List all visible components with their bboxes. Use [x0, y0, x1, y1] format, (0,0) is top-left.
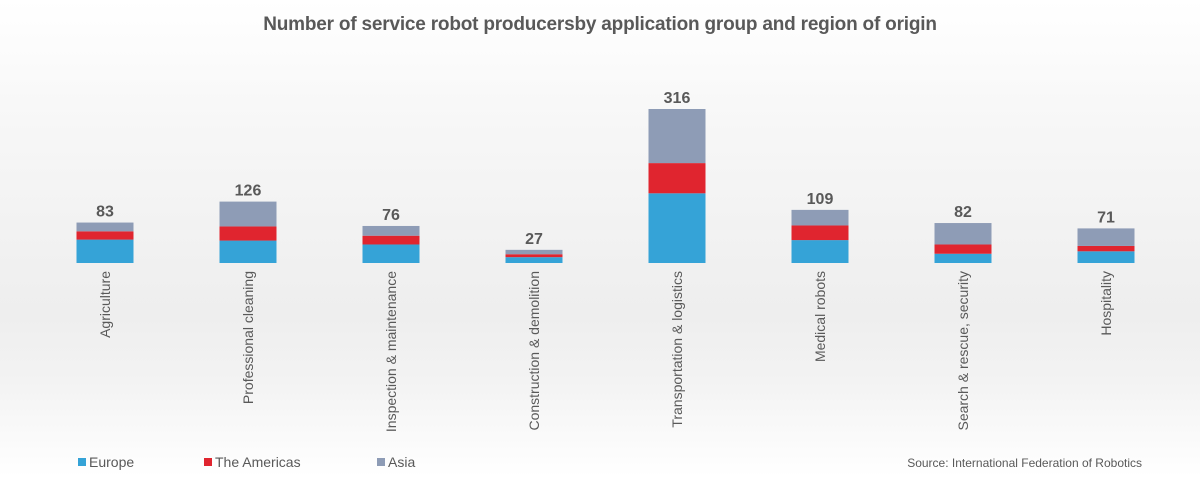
category-label-construction-and-demolition: Construction & demolition [526, 271, 542, 431]
total-label-construction-and-demolition: 27 [525, 231, 543, 248]
legend-label-americas: The Americas [215, 454, 301, 470]
category-label-medical-robots: Medical robots [812, 271, 828, 362]
category-label-inspection-and-maintenance: Inspection & maintenance [383, 271, 399, 432]
legend-item-asia: Asia [377, 454, 415, 470]
total-label-professional-cleaning: 126 [235, 183, 262, 200]
bar-transportation-and-logistics-asia [648, 109, 706, 164]
legend-swatch-europe [78, 458, 86, 466]
total-label-medical-robots: 109 [807, 191, 834, 208]
bar-inspection-and-maintenance-europe [362, 244, 420, 263]
bar-search-and-rescue-security-the-americas [934, 244, 992, 254]
total-label-inspection-and-maintenance: 76 [382, 207, 400, 224]
category-label-transportation-and-logistics: Transportation & logistics [669, 271, 685, 428]
legend-swatch-asia [377, 458, 385, 466]
bar-medical-robots-europe [791, 240, 849, 263]
bar-agriculture-the-americas [76, 231, 134, 240]
bar-search-and-rescue-security-asia [934, 223, 992, 245]
legend-item-europe: Europe [78, 454, 134, 470]
bar-inspection-and-maintenance-asia [362, 225, 420, 236]
bar-professional-cleaning-asia [219, 201, 277, 227]
legend-item-americas: The Americas [204, 454, 301, 470]
category-label-hospitality: Hospitality [1098, 271, 1114, 336]
bar-medical-robots-asia [791, 209, 849, 226]
bar-construction-and-demolition-the-americas [505, 254, 563, 258]
total-label-hospitality: 71 [1097, 209, 1115, 226]
bar-hospitality-the-americas [1077, 245, 1135, 252]
total-label-transportation-and-logistics: 316 [664, 90, 691, 107]
bar-medical-robots-the-americas [791, 225, 849, 241]
bar-inspection-and-maintenance-the-americas [362, 235, 420, 245]
bar-transportation-and-logistics-europe [648, 193, 706, 263]
legend: Europe The Americas Asia [0, 454, 1200, 474]
bar-hospitality-asia [1077, 228, 1135, 246]
bar-professional-cleaning-the-americas [219, 226, 277, 241]
bar-professional-cleaning-europe [219, 240, 277, 263]
bar-transportation-and-logistics-the-americas [648, 163, 706, 194]
legend-label-asia: Asia [388, 454, 416, 470]
bar-hospitality-europe [1077, 251, 1135, 263]
bar-search-and-rescue-security-europe [934, 253, 992, 263]
category-label-agriculture: Agriculture [97, 271, 113, 338]
bar-agriculture-europe [76, 239, 134, 263]
bar-construction-and-demolition-europe [505, 257, 563, 263]
category-label-search-and-rescue-security: Search & rescue, security [955, 271, 971, 431]
category-label-professional-cleaning: Professional cleaning [240, 271, 256, 404]
bar-construction-and-demolition-asia [505, 249, 563, 255]
total-label-search-and-rescue-security: 82 [954, 204, 972, 221]
total-label-agriculture: 83 [96, 204, 114, 221]
chart-title: Number of service robot producersby appl… [263, 14, 937, 35]
legend-swatch-americas [204, 458, 212, 466]
source-note: Source: International Federation of Robo… [907, 456, 1142, 470]
legend-label-europe: Europe [89, 454, 135, 470]
bar-agriculture-asia [76, 222, 134, 232]
